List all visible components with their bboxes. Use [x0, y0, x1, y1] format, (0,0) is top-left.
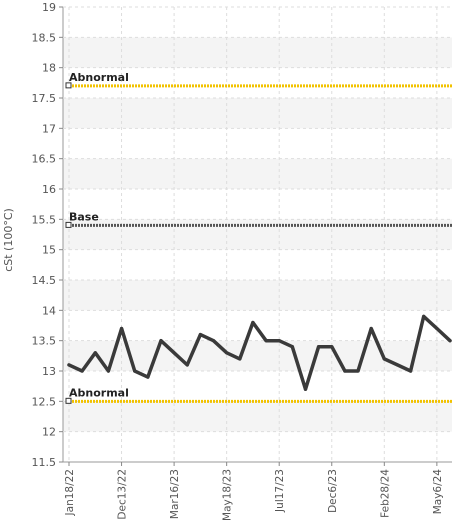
reference-line-label: Base [69, 210, 99, 223]
data-point [343, 369, 347, 373]
data-point [317, 345, 321, 349]
x-axis: Jan18/22 Dec13/22 Mar16/23 May18/23 Jul17/23… [63, 461, 452, 521]
y-tick-label: 14 [42, 304, 56, 317]
reference-lines: Abnormal Base Abnormal [65, 71, 452, 404]
y-tick-label: 18.5 [32, 31, 57, 44]
y-tick-label: 13.5 [32, 335, 57, 348]
grid-band [63, 310, 452, 341]
data-point [238, 357, 242, 361]
y-axis-label: cSt (100°C) [2, 208, 15, 272]
grid-band [63, 37, 452, 68]
data-point [290, 345, 294, 349]
data-point [422, 314, 426, 318]
data-point [408, 369, 413, 373]
x-tick-label: Feb28/24 [379, 469, 391, 518]
reference-marker [65, 82, 72, 89]
y-tick-label: 11.5 [32, 456, 57, 469]
grid-band [63, 7, 452, 38]
y-tick-label: 17.5 [32, 92, 57, 105]
y-tick-label: 16.5 [32, 153, 57, 166]
grid-band [63, 280, 452, 311]
data-point [106, 369, 111, 373]
data-point [395, 363, 400, 367]
data-point [225, 351, 229, 355]
data-point [172, 351, 176, 355]
data-point [159, 339, 163, 343]
data-point [251, 320, 255, 325]
data-point [277, 339, 281, 343]
data-point [264, 339, 268, 343]
data-point [303, 387, 308, 391]
series-line [67, 314, 452, 391]
data-point [435, 326, 439, 331]
grid-band [63, 431, 452, 462]
data-point [146, 375, 150, 379]
grid-band [63, 189, 452, 220]
x-tick-label: Dec13/22 [117, 469, 129, 520]
vertical-gridlines [68, 7, 438, 462]
y-tick-label: 14.5 [32, 274, 57, 287]
data-point [211, 339, 216, 343]
data-point [119, 326, 124, 331]
series-layer [67, 314, 452, 391]
y-tick-label: 12.5 [32, 395, 57, 408]
x-tick-label: Jan18/22 [64, 469, 76, 516]
y-axis: 11.5 12 12.5 13 13.5 14 14.5 15 15.5 16 16.5 17 17.5… [32, 1, 452, 469]
grid-band [63, 158, 452, 189]
y-tick-label: 19 [42, 1, 56, 14]
data-point [80, 369, 84, 373]
reference-line-label: Abnormal [69, 386, 129, 399]
y-tick-label: 12 [42, 426, 56, 439]
y-tick-label: 13 [42, 365, 56, 378]
data-point [369, 326, 373, 331]
grid-band [63, 371, 452, 402]
data-point [356, 369, 360, 373]
data-point [67, 363, 71, 367]
y-tick-label: 17 [42, 122, 56, 135]
y-tick-label: 16 [42, 183, 56, 196]
grid-band [63, 401, 452, 432]
data-point [382, 357, 386, 361]
grid-band [63, 249, 452, 280]
grid-band [63, 67, 452, 98]
data-point [198, 333, 202, 337]
plot-background-bands [63, 7, 452, 462]
data-point [93, 351, 97, 355]
reference-marker [65, 397, 72, 404]
x-tick-label: Dec6/23 [327, 469, 339, 513]
y-tick-label: 15.5 [32, 213, 57, 226]
data-point [185, 363, 189, 367]
grid-band [63, 98, 452, 129]
data-point [448, 339, 452, 343]
y-tick-label: 15 [42, 244, 56, 257]
x-tick-label: May6/24 [432, 469, 444, 515]
y-tick-label: 18 [42, 62, 56, 75]
data-point [133, 369, 137, 373]
reference-line-label: Abnormal [69, 71, 129, 84]
x-tick-label: Mar16/23 [169, 469, 181, 519]
data-point [330, 345, 334, 349]
x-tick-label: May18/23 [222, 469, 234, 521]
grid-band [63, 128, 452, 159]
reference-marker [65, 221, 72, 228]
x-tick-label: Jul17/23 [274, 469, 286, 513]
